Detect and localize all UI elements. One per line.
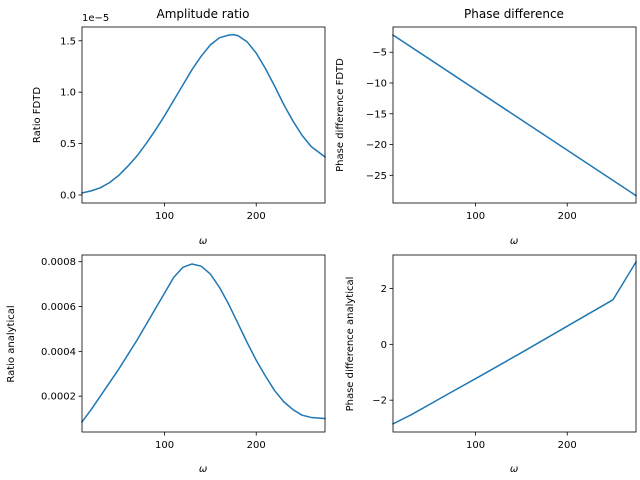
subplot-phase-fdtd: Phase difference 100 200−5−10−15−20−25 ω … — [335, 7, 638, 247]
x-tick-label: 200 — [247, 211, 266, 222]
plot-title: Phase difference — [464, 7, 564, 21]
y-tick-label: 0.0006 — [41, 302, 76, 313]
y-tick-label: 0.5 — [60, 139, 76, 150]
y-tick-label: −5 — [372, 48, 387, 59]
axes-frame — [81, 254, 326, 433]
x-axis-label: ω — [510, 236, 518, 247]
plot-area: 100 200 0.0 0.5 1.0 1.5 — [60, 26, 327, 222]
y-tick-label: −2 — [372, 396, 387, 407]
y-tick-label: 0.0008 — [41, 257, 76, 268]
x-tick-label: 200 — [558, 440, 577, 451]
x-tick-label: 100 — [466, 211, 485, 222]
y-tick-label: −25 — [366, 171, 387, 182]
y-tick-label: 1.0 — [60, 88, 76, 99]
series-line-phase_analytical — [391, 260, 638, 425]
x-tick-label: 100 — [466, 440, 485, 451]
x-axis-label: ω — [510, 464, 518, 475]
y-tick-label: 2 — [381, 284, 387, 295]
y-tick-label: 0.0004 — [41, 347, 76, 358]
y-axis-label: Ratio analytical — [6, 305, 17, 382]
x-axis-label: ω — [199, 464, 207, 475]
y-tick-label: 0 — [381, 340, 387, 351]
x-tick-label: 200 — [247, 440, 266, 451]
axes-frame — [81, 26, 326, 204]
y-tick-label: −20 — [366, 140, 387, 151]
plot-area: 100 200 0.0002 0.0004 0.0006 0.0008 — [41, 254, 326, 451]
y-tick-label: 0.0 — [60, 190, 76, 201]
y-axis-label: Phase difference FDTD — [335, 58, 346, 172]
subplot-phase-analytical: 100 200 2 0 −2 ω Phase difference analytical — [345, 254, 638, 475]
y-tick-label: 0.0002 — [41, 392, 76, 403]
y-axis-label: Ratio FDTD — [32, 87, 43, 143]
x-tick-label: 100 — [155, 440, 174, 451]
plot-area: 100 200 −5 −10 −15 −20 −25 — [366, 26, 638, 222]
subplot-amplitude-analytical: 100 200 0.0002 0.0004 0.0006 0.0008 ω Ratio a… — [6, 254, 326, 475]
y-tick-label: −10 — [366, 79, 387, 90]
x-axis-label: ω — [199, 236, 207, 247]
y-tick-label: 1.5 — [60, 36, 76, 47]
series-line-phase_fdtd — [391, 33, 638, 197]
x-tick-label: 200 — [558, 211, 577, 222]
y-axis-label: Phase difference analytical — [345, 277, 356, 412]
series-line-ratio_fdtd — [81, 33, 327, 194]
axes-frame — [392, 254, 637, 433]
offset-text: 1e−5 — [82, 13, 109, 24]
axes-frame — [392, 26, 637, 204]
plot-title: Amplitude ratio — [157, 7, 250, 21]
series-line-ratio_analytical — [80, 263, 326, 423]
plot-area: 100 200 2 0 −2 — [372, 254, 638, 451]
subplot-amplitude-fdtd: Amplitude ratio 1e−5 100 2000.00.51.01.5 … — [32, 7, 327, 247]
x-tick-label: 100 — [155, 211, 174, 222]
y-tick-label: −15 — [366, 109, 387, 120]
